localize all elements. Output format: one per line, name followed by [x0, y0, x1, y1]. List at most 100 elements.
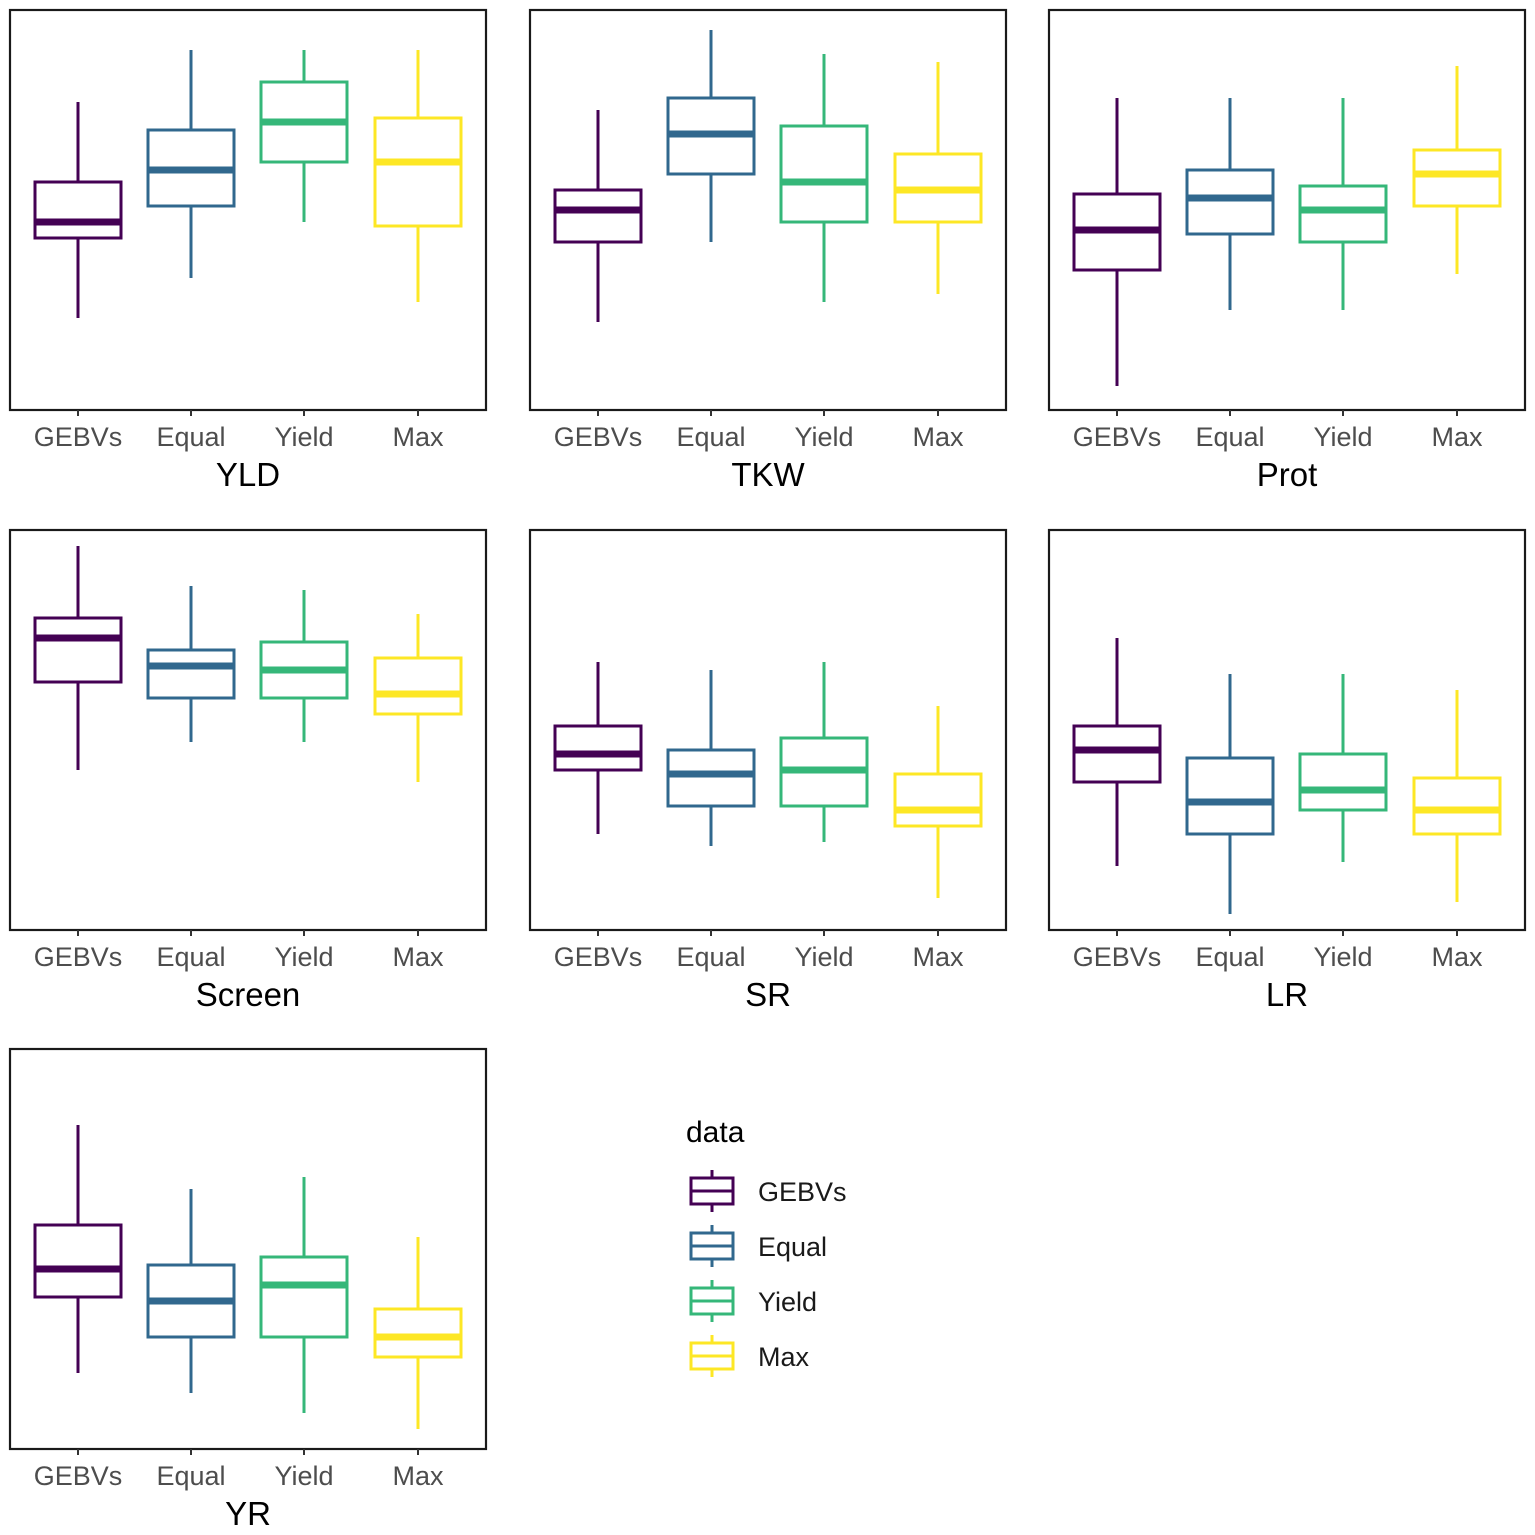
x-tick-label-yield: Yield — [274, 942, 333, 972]
panel-tkw: GEBVs Equal Yield Max TKW — [528, 8, 1008, 493]
legend-item-gebvs: GEBVs — [689, 1170, 847, 1212]
legend-item-max: Max — [689, 1335, 810, 1377]
x-tick-label-equal: Equal — [156, 422, 225, 452]
legend-item-yield: Yield — [689, 1280, 817, 1322]
box-body — [1185, 168, 1275, 236]
panel-sr: GEBVs Equal Yield Max SR — [528, 528, 1008, 1013]
legend-label-gebvs: GEBVs — [758, 1177, 847, 1207]
box-tkw-equal — [666, 30, 756, 242]
box-lr-gebvs — [1072, 638, 1162, 866]
box-tkw-gebvs — [553, 110, 643, 322]
box-tkw-yield — [779, 54, 869, 302]
box-lr-max — [1412, 690, 1502, 902]
box-yr-equal — [146, 1189, 236, 1393]
panel-frame-screen — [8, 528, 488, 932]
panel-title-yld: YLD — [216, 456, 280, 493]
x-tick-label-equal: Equal — [156, 1461, 225, 1491]
box-yr-gebvs — [33, 1125, 123, 1373]
x-tick-label-max: Max — [1431, 422, 1483, 452]
legend-title: data — [686, 1116, 745, 1149]
box-lr-yield — [1298, 674, 1388, 862]
panel-lr: GEBVs Equal Yield Max LR — [1047, 528, 1527, 1013]
box-sr-gebvs — [553, 662, 643, 834]
panel-yr: GEBVs Equal Yield Max YR — [8, 1047, 488, 1532]
x-tick-label-max: Max — [392, 422, 444, 452]
x-tick-label-max: Max — [392, 1461, 444, 1491]
box-body — [553, 188, 643, 244]
box-sr-max — [893, 706, 983, 898]
x-tick-label-equal: Equal — [156, 942, 225, 972]
box-yld-equal — [146, 50, 236, 278]
box-sr-yield — [779, 662, 869, 842]
box-yld-gebvs — [33, 102, 123, 318]
box-body — [33, 616, 123, 684]
x-tick-label-equal: Equal — [676, 422, 745, 452]
box-body — [373, 116, 463, 228]
box-sr-equal — [666, 670, 756, 846]
x-tick-label-equal: Equal — [1195, 942, 1264, 972]
box-body — [779, 124, 869, 224]
x-tick-label-gebvs: GEBVs — [1073, 422, 1162, 452]
box-body — [1298, 184, 1388, 244]
box-body — [1185, 756, 1275, 836]
box-prot-gebvs — [1072, 98, 1162, 386]
box-prot-equal — [1185, 98, 1275, 310]
box-body — [33, 180, 123, 240]
x-tick-label-gebvs: GEBVs — [34, 942, 123, 972]
panel-yld: GEBVs Equal Yield Max YLD — [8, 8, 488, 493]
box-yld-yield — [259, 50, 349, 222]
x-tick-label-yield: Yield — [274, 1461, 333, 1491]
box-body — [553, 724, 643, 772]
box-lr-equal — [1185, 674, 1275, 914]
panel-prot: GEBVs Equal Yield Max Prot — [1047, 8, 1527, 493]
legend-label-max: Max — [758, 1342, 810, 1372]
x-tick-label-max: Max — [912, 942, 964, 972]
legend-label-yield: Yield — [758, 1287, 817, 1317]
box-body — [146, 648, 236, 700]
box-screen-equal — [146, 586, 236, 742]
x-tick-label-gebvs: GEBVs — [1073, 942, 1162, 972]
box-body — [373, 1307, 463, 1359]
box-yld-max — [373, 50, 463, 302]
box-yr-max — [373, 1237, 463, 1429]
x-tick-label-gebvs: GEBVs — [554, 422, 643, 452]
box-body — [1412, 148, 1502, 208]
legend-keys: GEBVs Equal Yield Max — [689, 1170, 847, 1377]
box-tkw-max — [893, 62, 983, 294]
x-tick-label-max: Max — [392, 942, 444, 972]
x-tick-label-yield: Yield — [274, 422, 333, 452]
panel-screen: GEBVs Equal Yield Max Screen — [8, 528, 488, 1013]
x-tick-label-max: Max — [912, 422, 964, 452]
x-tick-label-yield: Yield — [794, 422, 853, 452]
legend-item-equal: Equal — [689, 1225, 827, 1267]
panel-title-lr: LR — [1266, 976, 1308, 1013]
x-tick-label-gebvs: GEBVs — [554, 942, 643, 972]
x-tick-label-equal: Equal — [1195, 422, 1264, 452]
box-body — [1298, 752, 1388, 812]
box-body — [33, 1223, 123, 1299]
box-screen-gebvs — [33, 546, 123, 770]
x-tick-label-yield: Yield — [1313, 422, 1372, 452]
x-tick-label-max: Max — [1431, 942, 1483, 972]
box-screen-yield — [259, 590, 349, 742]
x-tick-label-yield: Yield — [1313, 942, 1372, 972]
x-tick-label-equal: Equal — [676, 942, 745, 972]
box-screen-max — [373, 614, 463, 782]
box-prot-max — [1412, 66, 1502, 274]
box-body — [1412, 776, 1502, 836]
legend-label-equal: Equal — [758, 1232, 827, 1262]
box-body — [666, 748, 756, 808]
x-tick-label-yield: Yield — [794, 942, 853, 972]
panel-title-sr: SR — [745, 976, 791, 1013]
panel-title-prot: Prot — [1257, 456, 1318, 493]
box-body — [1072, 724, 1162, 784]
x-tick-label-gebvs: GEBVs — [34, 422, 123, 452]
box-body — [259, 1255, 349, 1339]
facet-panels: GEBVs Equal Yield Max YLD GEBVs Equal Yield Max T… — [8, 8, 1527, 1532]
legend: data GEBVs Equal Yield Max — [686, 1116, 847, 1377]
box-yr-yield — [259, 1177, 349, 1413]
box-body — [893, 772, 983, 828]
panel-title-tkw: TKW — [731, 456, 805, 493]
panel-title-screen: Screen — [196, 976, 301, 1013]
